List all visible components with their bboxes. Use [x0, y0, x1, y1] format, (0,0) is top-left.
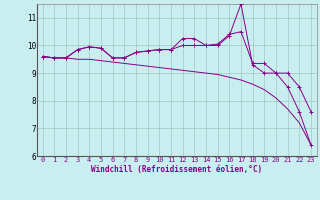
X-axis label: Windchill (Refroidissement éolien,°C): Windchill (Refroidissement éolien,°C)	[91, 165, 262, 174]
